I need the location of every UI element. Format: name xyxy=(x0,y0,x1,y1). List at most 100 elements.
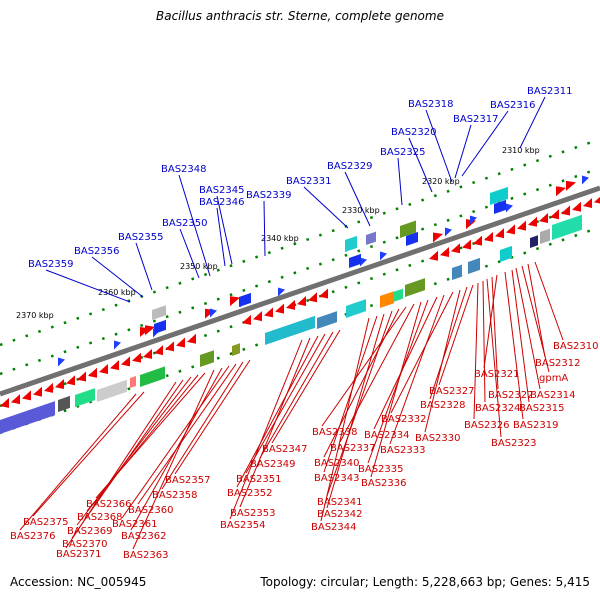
lower-gene-label: BAS2344 xyxy=(311,522,357,533)
reverse-gene-arrow xyxy=(66,375,75,386)
reverse-gene-arrow xyxy=(572,201,581,212)
upper-gene-label: BAS2356 xyxy=(74,246,120,257)
upper-gene-label: BAS2316 xyxy=(490,100,536,111)
lower-leader-line xyxy=(534,261,564,341)
lower-gene-label: BAS2358 xyxy=(152,490,198,501)
reverse-gene-arrow xyxy=(253,311,262,322)
reverse-gene-arrow xyxy=(583,197,592,208)
upper-leader-line xyxy=(45,269,131,303)
reverse-gene-arrow xyxy=(0,397,9,408)
gene-labels: BAS2311 BAS2316 BAS2317 BAS2318 BAS2320 BAS23… xyxy=(10,86,599,561)
lower-leader-line xyxy=(515,267,541,390)
reverse-gene-arrow xyxy=(44,382,53,393)
lower-leader-line xyxy=(65,381,177,549)
reverse-gene-arrow xyxy=(264,307,273,318)
lower-leader-line xyxy=(320,317,370,522)
reverse-gene-arrow xyxy=(121,356,130,367)
reverse-gene-arrow xyxy=(242,314,251,325)
lower-leader-line xyxy=(132,369,215,550)
lower-leader-line xyxy=(137,363,237,505)
lower-gene-label: BAS2338 xyxy=(312,427,358,438)
forward-gene-arrow xyxy=(566,180,576,191)
feature-block xyxy=(490,186,508,205)
upper-leader-line xyxy=(425,109,453,183)
lower-gene-label: BAS2357 xyxy=(165,475,211,486)
reverse-gene-arrow xyxy=(561,205,570,216)
feature-block xyxy=(130,375,136,388)
feature-block xyxy=(58,395,70,412)
upper-gene-label: BAS2325 xyxy=(380,147,426,158)
lower-leader-line xyxy=(511,269,530,403)
genome-backbone xyxy=(0,185,600,397)
upper-gene-label: BAS2339 xyxy=(246,190,292,201)
upper-leader-line xyxy=(91,256,144,298)
feature-block xyxy=(265,315,315,345)
lower-leader-line xyxy=(245,333,326,474)
lower-leader-line xyxy=(239,337,311,508)
upper-gene-label: BAS2318 xyxy=(408,99,454,110)
lower-gene-label: BAS2351 xyxy=(236,474,282,485)
lower-gene-label: BAS2312 xyxy=(535,358,581,369)
lower-gene-label: BAS2370 xyxy=(62,539,108,550)
outer-track-arrow xyxy=(278,287,285,297)
lower-leader-line xyxy=(390,291,454,414)
reverse-gene-arrow xyxy=(132,352,141,363)
lower-leader-line xyxy=(438,284,474,386)
kbp-tick-label: 2340 kbp xyxy=(261,234,299,243)
upper-leader-line xyxy=(216,195,233,265)
lower-gene-label: BAS2322 xyxy=(488,390,534,401)
forward-gene-arrow xyxy=(556,186,566,197)
reverse-gene-arrow xyxy=(319,288,328,299)
reverse-gene-arrow xyxy=(143,348,152,359)
upper-leader-line xyxy=(344,171,371,227)
guide-line-mid xyxy=(0,167,600,376)
feature-block xyxy=(140,366,165,387)
feature-block xyxy=(530,235,538,248)
upper-leader-line xyxy=(397,157,403,206)
outer-track-arrow xyxy=(114,340,121,350)
upper-gene-label: BAS2320 xyxy=(391,127,437,138)
feature-block xyxy=(552,214,582,240)
lower-leader-line xyxy=(229,339,303,520)
kbp-tick-label: 2350 kbp xyxy=(180,262,218,271)
upper-gene-label: BAS2350 xyxy=(162,218,208,229)
outer-track-arrow xyxy=(582,175,589,185)
lower-leader-line xyxy=(259,331,334,459)
blue-feature-block xyxy=(406,231,418,246)
lower-leader-line xyxy=(326,313,385,509)
reverse-gene-arrow xyxy=(11,394,20,405)
lower-leader-line xyxy=(424,289,461,433)
outer-track-arrow xyxy=(58,357,65,367)
feature-block xyxy=(380,291,394,308)
lower-gene-label: BAS2363 xyxy=(123,550,169,561)
lower-leader-line xyxy=(339,303,415,443)
lower-leader-line xyxy=(19,393,137,531)
lower-gene-label: BAS2340 xyxy=(314,458,360,469)
reverse-gene-arrow xyxy=(594,196,600,204)
upper-gene-label: BAS2317 xyxy=(453,114,499,125)
kbp-tick-label: 2370 kbp xyxy=(16,311,54,320)
outer-track-arrow xyxy=(210,308,217,318)
feature-block xyxy=(452,264,462,280)
upper-gene-label: BAS2311 xyxy=(527,86,573,97)
lower-gene-label: BAS2326 xyxy=(464,420,510,431)
feature-block xyxy=(366,231,376,245)
feature-block xyxy=(152,305,166,320)
lower-leader-line xyxy=(326,310,393,497)
outer-track-arrow xyxy=(360,257,367,267)
lower-gene-label: BAS2366 xyxy=(86,499,132,510)
lower-leader-line xyxy=(370,301,422,478)
feature-block xyxy=(346,299,366,318)
lower-gene-label: BAS2343 xyxy=(314,473,360,484)
lower-leader-line xyxy=(504,271,524,420)
reverse-gene-arrow xyxy=(451,243,460,254)
upper-gene-label: BAS2331 xyxy=(286,176,332,187)
upper-leader-line xyxy=(454,124,472,179)
upper-gene-label: BAS2355 xyxy=(118,232,164,243)
lower-gene-label: BAS2333 xyxy=(380,445,426,456)
lower-gene-label: BAS2347 xyxy=(262,444,308,455)
lower-gene-label: BAS2337 xyxy=(330,443,376,454)
lower-leader-line xyxy=(161,361,244,490)
reverse-gene-arrow xyxy=(462,239,471,250)
